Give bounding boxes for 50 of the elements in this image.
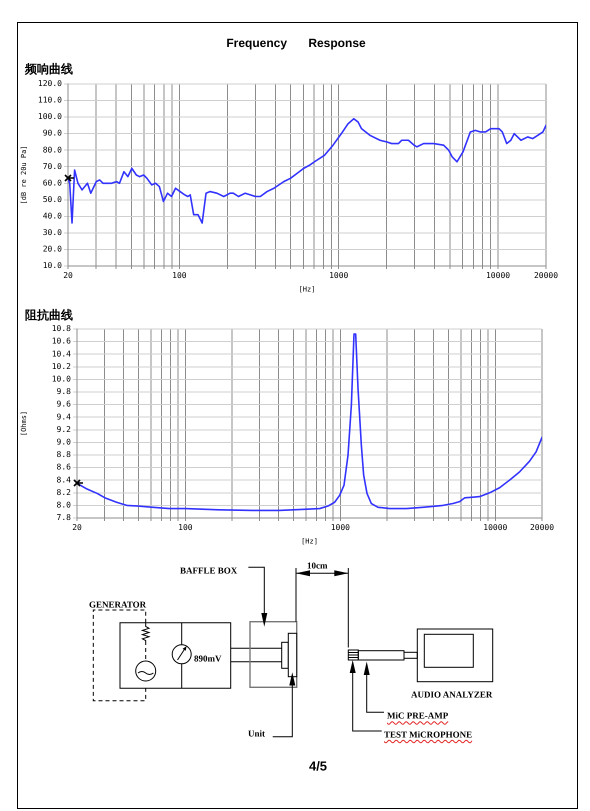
y-tick-label: 10.6 [52, 336, 72, 346]
y-tick-label: 20.0 [42, 244, 62, 254]
y-tick-label: 110.0 [38, 96, 62, 105]
x-tick-label: 10000 [483, 522, 508, 532]
y-tick-label: 10.2 [52, 362, 72, 371]
y-tick-label: 9.0 [56, 437, 72, 446]
text: 890mV [194, 654, 222, 664]
x-tick-label: 1000 [330, 522, 350, 532]
x-tick-label: 20 [63, 270, 73, 280]
chart-title: Frequency Response [226, 36, 366, 50]
y-tick-label: 9.6 [56, 400, 72, 409]
y-tick-label: 8.6 [56, 462, 72, 472]
text: GENERATOR [89, 600, 146, 610]
text: 4/5 [308, 758, 328, 774]
y-tick-label: 9.8 [56, 387, 72, 396]
y-tick-label: 7.8 [56, 513, 72, 522]
x-tick-label: 1000 [329, 270, 349, 280]
text: Unit [248, 728, 266, 738]
y-tick-label: 9.2 [56, 424, 72, 434]
y-tick-label: 80.0 [42, 145, 62, 154]
x-tick-label: 10000 [486, 270, 510, 280]
text: BAFFLE BOX [180, 565, 238, 575]
y-tick-label: 8.0 [56, 500, 72, 510]
x-tick-label: 100 [178, 522, 193, 532]
y-tick-label: 9.4 [56, 412, 72, 422]
y-tick-label: 100.0 [38, 112, 62, 122]
text: AUDIO ANALYZER [411, 690, 492, 700]
y-tick-label: 40.0 [42, 211, 62, 220]
y-tick-label: 10.8 [52, 324, 72, 334]
x-tick-label: 20000 [530, 522, 554, 532]
y-tick-label: 8.8 [56, 450, 72, 460]
text: MiC PRE-AMP [387, 710, 448, 720]
y-tick-label: 50.0 [42, 194, 62, 204]
y-tick-label: 8.4 [56, 475, 72, 484]
text: 10cm [307, 560, 328, 570]
y-tick-label: 10.0 [42, 261, 62, 270]
y-tick-label: 10.4 [52, 349, 72, 358]
x-tick-label: 20 [72, 522, 82, 532]
y-tick-label: 10.0 [52, 374, 72, 384]
x-tick-label: 100 [172, 270, 187, 280]
y-tick-label: 90.0 [42, 128, 62, 138]
x-tick-label: 20000 [534, 270, 558, 280]
y-tick-label: 30.0 [42, 228, 62, 237]
chart-title: 阻抗曲线 [25, 308, 73, 322]
y-tick-label: 70.0 [42, 162, 62, 171]
chart-subtitle: 频响曲线 [25, 62, 73, 76]
text: TEST MiCROPHONE [384, 729, 472, 739]
y-tick-label: 120.0 [38, 79, 62, 88]
y-tick-label: 8.2 [56, 488, 72, 497]
y-tick-label: 60.0 [42, 178, 62, 188]
